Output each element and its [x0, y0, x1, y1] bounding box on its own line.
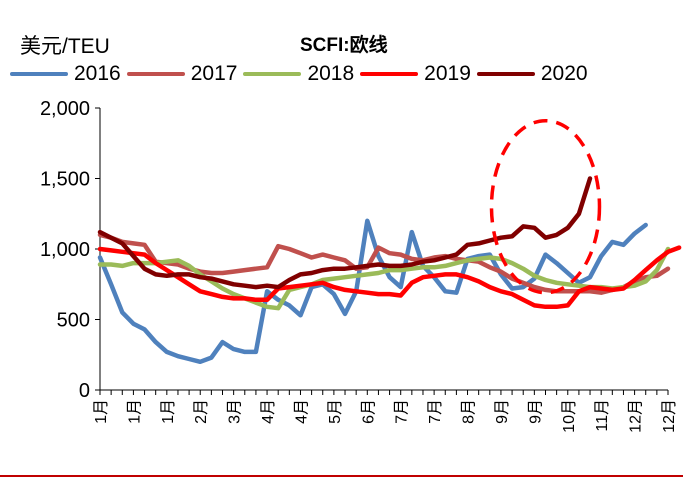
- series-line-2019: [97, 245, 682, 310]
- y-tick-label: 1,500: [40, 169, 90, 191]
- legend-item-2020: 2020: [476, 62, 588, 86]
- bottom-rule: [0, 475, 683, 477]
- legend-item-2016: 2016: [10, 62, 121, 86]
- x-tick-label: 6月: [360, 399, 377, 424]
- x-tick-label: 1月: [93, 399, 110, 424]
- x-tick-label: 5月: [327, 399, 344, 424]
- series-line-2020: [97, 176, 593, 290]
- x-tick-label: 9月: [527, 399, 544, 424]
- legend-label-2018: 2018: [307, 62, 355, 85]
- x-tick-label: 4月: [293, 399, 310, 424]
- legend-label-2016: 2016: [74, 62, 121, 85]
- x-tick-label: 2月: [193, 399, 210, 424]
- legend-item-2019: 2019: [360, 62, 471, 86]
- y-tick-label: 500: [57, 310, 90, 332]
- chart-title: SCFI:欧线: [300, 35, 388, 56]
- x-tick-label: 1月: [126, 399, 143, 424]
- y-tick-label: 0: [79, 380, 90, 402]
- x-tick-label: 12月: [628, 399, 645, 433]
- x-tick-label: 1月: [160, 399, 177, 424]
- legend-label-2019: 2019: [424, 62, 471, 85]
- legend-swatch-2017: [126, 72, 185, 76]
- x-tick-label: 3月: [227, 399, 244, 424]
- x-tick-label: 7月: [394, 399, 411, 424]
- legend-swatch-2019: [360, 72, 419, 76]
- series-line-2016: [97, 218, 648, 365]
- series-line-2018: [97, 246, 671, 311]
- legend-item-2018: 2018: [243, 62, 354, 86]
- y-tick-label: 2,000: [40, 98, 90, 120]
- x-tick-label: 4月: [260, 399, 277, 424]
- x-tick-label: 7月: [427, 399, 444, 424]
- x-tick-label: 9月: [494, 399, 511, 424]
- legend-swatch-2020: [476, 72, 535, 76]
- legend-item-2017: 2017: [126, 62, 238, 86]
- legend: 2016 2017 2018 2019 2020: [10, 62, 594, 86]
- legend-swatch-2018: [243, 72, 302, 76]
- annotation-ellipse: [489, 118, 602, 295]
- x-tick-label: 8月: [461, 399, 478, 424]
- legend-swatch-2016: [10, 72, 68, 76]
- x-tick-label: 10月: [561, 399, 578, 433]
- y-axis-unit-label: 美元/TEU: [20, 35, 110, 58]
- legend-label-2017: 2017: [190, 62, 238, 85]
- y-tick-label: 1,000: [40, 239, 90, 261]
- x-tick-label: 12月: [661, 399, 678, 433]
- x-tick-label: 11月: [594, 399, 611, 432]
- legend-label-2020: 2020: [540, 62, 588, 85]
